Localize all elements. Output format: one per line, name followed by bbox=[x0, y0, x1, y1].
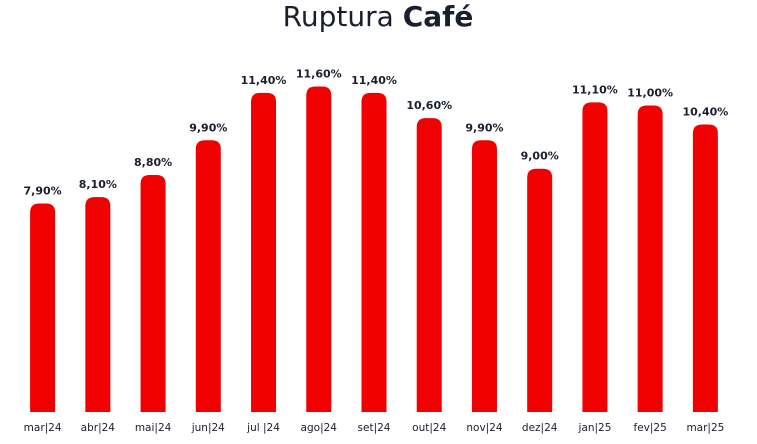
x-tick-label: mar|25 bbox=[686, 422, 724, 434]
bar bbox=[692, 124, 718, 413]
value-label: 11,40% bbox=[241, 74, 287, 87]
bar bbox=[195, 140, 221, 413]
x-tick-label: abr|24 bbox=[81, 422, 116, 434]
chart-title: Ruptura Café bbox=[283, 0, 474, 33]
value-label: 8,10% bbox=[79, 178, 117, 191]
value-label: 11,10% bbox=[572, 83, 618, 96]
x-tick-label: jul |24 bbox=[246, 422, 280, 434]
value-label: 11,60% bbox=[296, 68, 342, 81]
bar bbox=[85, 197, 111, 412]
x-tick-label: fev|25 bbox=[634, 422, 667, 434]
x-tick-label: nov|24 bbox=[466, 422, 503, 434]
value-label: 8,80% bbox=[134, 156, 172, 169]
value-label: 10,40% bbox=[682, 105, 728, 118]
value-label: 11,00% bbox=[627, 87, 673, 100]
bar bbox=[637, 105, 663, 412]
bar bbox=[582, 102, 608, 413]
title-regular: Ruptura bbox=[283, 0, 394, 33]
bar bbox=[527, 168, 553, 412]
bar bbox=[416, 118, 442, 413]
x-tick-label: jan|25 bbox=[577, 422, 611, 434]
x-tick-label: out|24 bbox=[412, 422, 446, 434]
x-tick-label: dez|24 bbox=[522, 422, 558, 434]
bar bbox=[306, 86, 332, 412]
bar bbox=[361, 92, 387, 412]
bar bbox=[471, 140, 497, 413]
value-label: 11,40% bbox=[351, 74, 397, 87]
value-label: 9,00% bbox=[521, 150, 559, 163]
bar bbox=[251, 92, 277, 412]
x-tick-label: jun|24 bbox=[191, 422, 225, 434]
x-tick-label: set|24 bbox=[358, 422, 391, 434]
x-tick-label: mai|24 bbox=[135, 422, 172, 434]
value-label: 10,60% bbox=[406, 99, 452, 112]
bar bbox=[30, 203, 56, 412]
bar bbox=[140, 175, 166, 412]
value-label: 7,90% bbox=[24, 184, 62, 197]
x-tick-label: ago|24 bbox=[301, 422, 338, 434]
x-tick-label: mar|24 bbox=[24, 422, 62, 434]
value-label: 9,90% bbox=[465, 121, 503, 134]
value-label: 9,90% bbox=[189, 121, 227, 134]
title-bold: Café bbox=[403, 0, 474, 33]
